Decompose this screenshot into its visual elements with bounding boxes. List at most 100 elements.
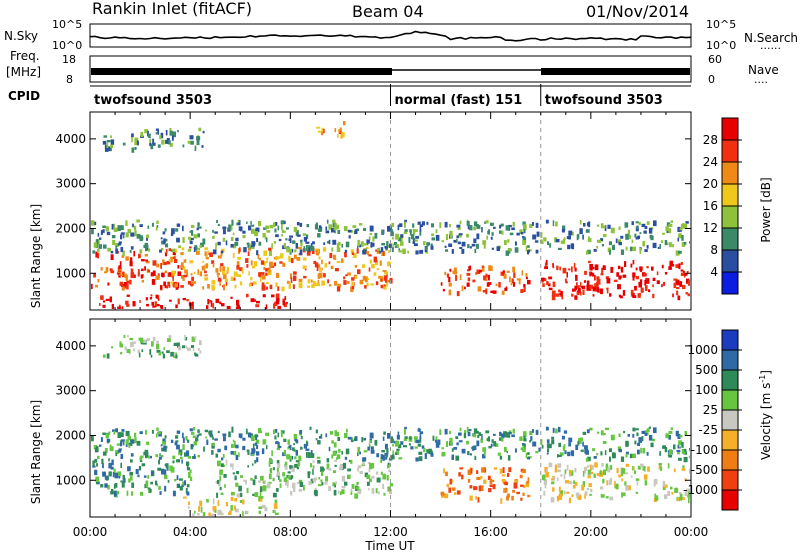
heatmap-cell bbox=[566, 272, 568, 278]
heatmap-cell bbox=[117, 243, 122, 246]
heatmap-cell bbox=[419, 226, 422, 232]
heatmap-cell bbox=[252, 449, 256, 452]
heatmap-cell bbox=[522, 443, 525, 446]
heatmap-cell bbox=[217, 448, 221, 453]
heatmap-cell bbox=[473, 221, 478, 227]
heatmap-cell bbox=[102, 354, 106, 358]
heatmap-cell bbox=[134, 137, 139, 144]
heatmap-cell bbox=[310, 478, 314, 484]
heatmap-cell bbox=[225, 459, 228, 466]
heatmap-cell bbox=[190, 140, 194, 145]
heatmap-cell bbox=[570, 243, 575, 249]
heatmap-cell bbox=[127, 435, 131, 441]
heatmap-cell bbox=[571, 494, 574, 498]
heatmap-cell bbox=[288, 282, 292, 289]
heatmap-cell bbox=[149, 488, 152, 493]
heatmap-cell bbox=[473, 428, 478, 434]
heatmap-cell bbox=[159, 305, 164, 308]
heatmap-cell bbox=[189, 283, 194, 286]
heatmap-cells bbox=[91, 121, 690, 309]
heatmap-cell bbox=[316, 456, 321, 459]
heatmap-cell bbox=[562, 267, 567, 274]
heatmap-cell bbox=[117, 306, 122, 309]
heatmap-cell bbox=[376, 247, 380, 252]
heatmap-cell bbox=[397, 444, 402, 449]
heatmap-cell bbox=[102, 471, 106, 477]
heatmap-cell bbox=[274, 499, 278, 504]
heatmap-cell bbox=[477, 497, 480, 503]
heatmap-cell bbox=[133, 250, 136, 257]
heatmap-cell bbox=[469, 485, 473, 489]
heatmap-cell bbox=[540, 241, 544, 244]
heatmap-cell bbox=[164, 435, 167, 439]
heatmap-cell bbox=[187, 280, 191, 285]
heatmap-cell bbox=[684, 431, 687, 436]
heatmap-cell bbox=[579, 228, 583, 235]
heatmap-cell bbox=[320, 479, 323, 483]
heatmap-cell bbox=[356, 482, 359, 485]
heatmap-cell bbox=[663, 484, 668, 488]
station-title: Rankin Inlet (fitACF) bbox=[92, 0, 252, 18]
heatmap-cell bbox=[359, 279, 364, 285]
heatmap-cell bbox=[458, 432, 462, 436]
heatmap-cell bbox=[206, 439, 209, 445]
heatmap-cell bbox=[343, 121, 346, 126]
heatmap-cell bbox=[548, 287, 553, 291]
heatmap-cell bbox=[603, 226, 606, 229]
heatmap-cell bbox=[370, 463, 375, 469]
heatmap-cell bbox=[625, 453, 628, 458]
heatmap-cell bbox=[182, 237, 185, 243]
heatmap-cell bbox=[503, 273, 507, 279]
heatmap-cell bbox=[564, 480, 569, 484]
heatmap-cell bbox=[211, 450, 214, 455]
heatmap-cell bbox=[632, 275, 635, 281]
heatmap-cell bbox=[208, 512, 211, 516]
heatmap-cell bbox=[147, 269, 150, 272]
heatmap-cell bbox=[108, 462, 112, 469]
heatmap-cell bbox=[658, 465, 661, 470]
heatmap-cell bbox=[331, 454, 334, 459]
heatmap-cell bbox=[235, 454, 239, 461]
heatmap-cell bbox=[136, 233, 141, 239]
heatmap-cell bbox=[558, 442, 562, 448]
heatmap-cell bbox=[234, 498, 238, 502]
power-colorbar-label: Power [dB] bbox=[759, 177, 773, 242]
heatmap-cell bbox=[275, 256, 279, 261]
heatmap-cell bbox=[587, 469, 591, 475]
heatmap-cell bbox=[289, 248, 292, 253]
heatmap-cell bbox=[522, 469, 526, 473]
heatmap-cell bbox=[426, 221, 429, 225]
heatmap-cell bbox=[560, 240, 564, 244]
heatmap-cell bbox=[217, 241, 221, 246]
heatmap-cell bbox=[161, 241, 164, 244]
heatmap-cell bbox=[121, 271, 125, 278]
heatmap-cell bbox=[642, 447, 646, 454]
heatmap-cell bbox=[355, 486, 359, 490]
heatmap-cell bbox=[200, 506, 203, 513]
heatmap-cell bbox=[168, 335, 172, 339]
heatmap-cell bbox=[126, 283, 129, 290]
heatmap-cell bbox=[363, 243, 368, 246]
heatmap-cell bbox=[266, 230, 271, 233]
heatmap-cell bbox=[680, 223, 684, 228]
heatmap-cell bbox=[265, 225, 270, 230]
heatmap-cell bbox=[158, 459, 161, 465]
heatmap-cell bbox=[532, 234, 537, 240]
heatmap-cell bbox=[493, 441, 497, 447]
date-title: 01/Nov/2014 bbox=[586, 2, 689, 21]
heatmap-cell bbox=[415, 457, 419, 462]
heatmap-cell bbox=[172, 490, 176, 497]
heatmap-cell bbox=[261, 448, 265, 455]
heatmap-cell bbox=[335, 481, 337, 485]
heatmap-cell bbox=[118, 448, 122, 451]
heatmap-cell bbox=[571, 266, 573, 273]
heatmap-cell bbox=[318, 272, 323, 279]
heatmap-cell bbox=[339, 465, 343, 470]
heatmap-cell bbox=[272, 467, 275, 471]
heatmap-cell bbox=[332, 239, 337, 245]
heatmap-cell bbox=[162, 438, 166, 442]
heatmap-cell bbox=[560, 290, 563, 297]
heatmap-cell bbox=[513, 272, 516, 278]
heatmap-cell bbox=[677, 451, 680, 455]
heatmap-cell bbox=[255, 436, 258, 440]
